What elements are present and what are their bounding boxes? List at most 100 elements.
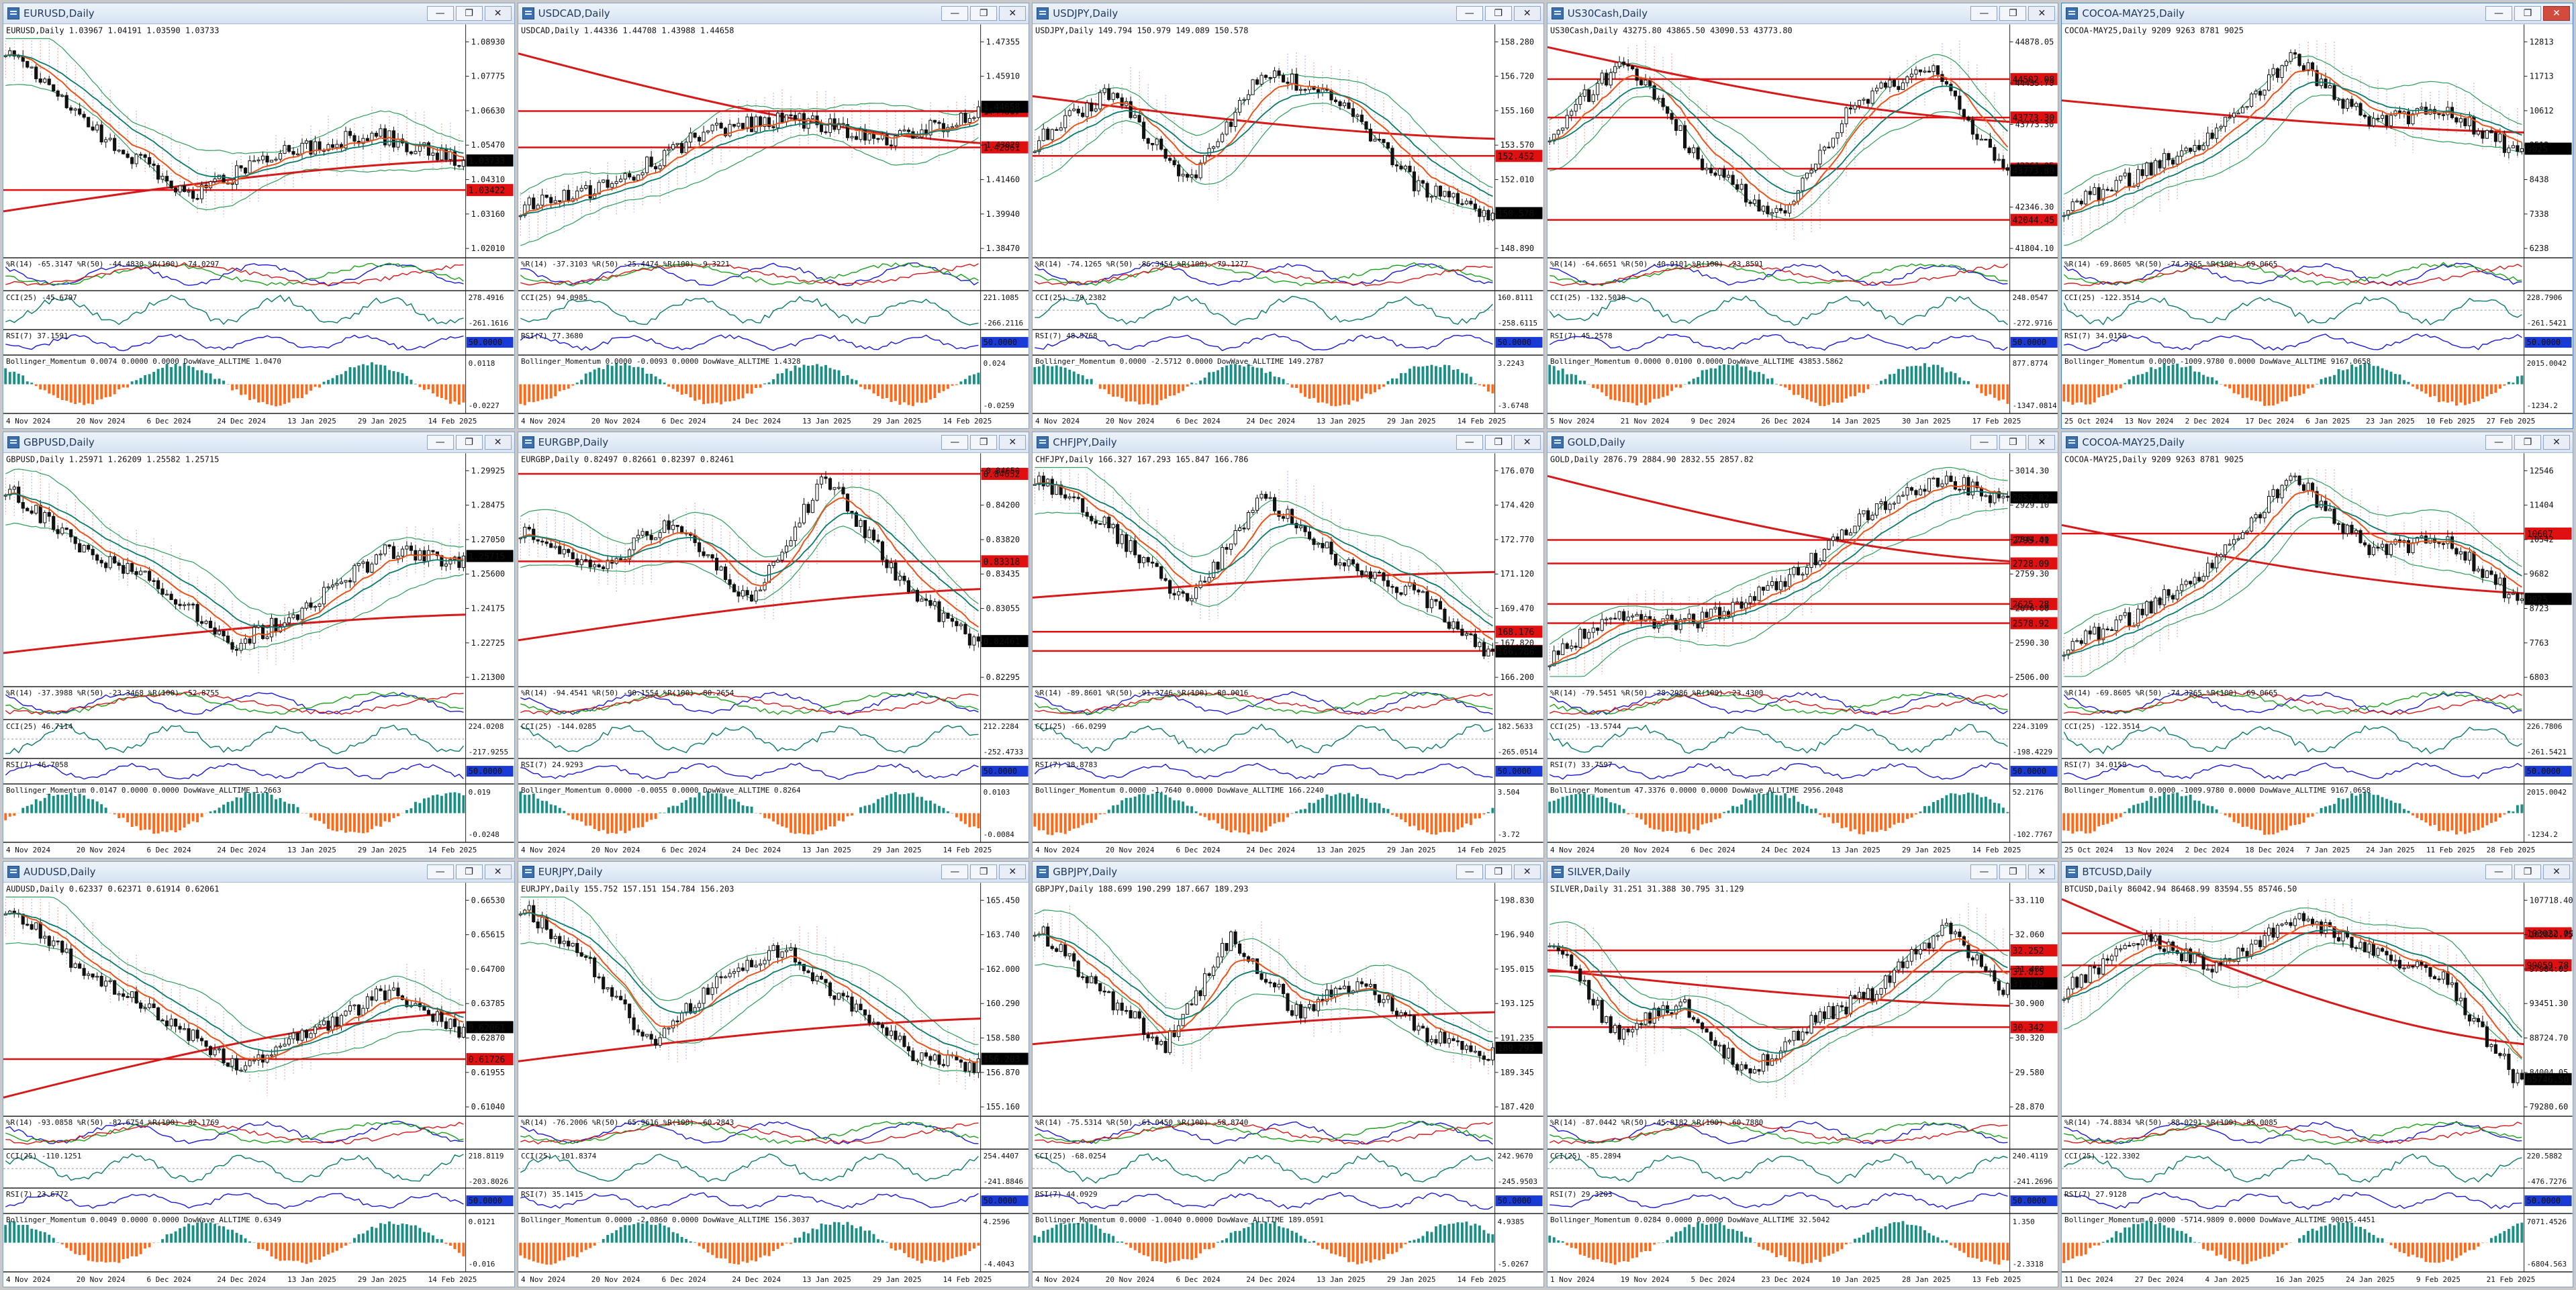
close-button[interactable]: ✕ (484, 6, 512, 21)
minimize-button[interactable]: — (1456, 6, 1483, 21)
price-tick-label: 1.28475 (471, 501, 506, 510)
chart-body[interactable]: 44502.0843773.3043013.6542044.45US30Cash… (1547, 24, 2058, 428)
chart-canvas[interactable]: 168.176166.996CHFJPY,Daily 166.327 167.2… (1033, 453, 1543, 857)
chart-body[interactable]: COCOA-MAY25,Daily 9209 9263 8781 9025 128… (2062, 24, 2573, 428)
close-button[interactable]: ✕ (484, 435, 512, 450)
minimize-button[interactable]: — (941, 6, 969, 21)
minimize-button[interactable]: — (1970, 435, 1998, 450)
chart-titlebar[interactable]: GBPUSD,Daily — ❐ ✕ (3, 432, 514, 454)
chart-titlebar[interactable]: EURUSD,Daily — ❐ ✕ (3, 3, 514, 24)
chart-titlebar[interactable]: COCOA-MAY25,Daily — ❐ ✕ (2062, 3, 2573, 24)
minimize-button[interactable]: — (426, 435, 454, 450)
momentum-bar (2172, 793, 2175, 813)
chart-canvas[interactable]: COCOA-MAY25,Daily 9209 9263 8781 9025128… (2062, 24, 2573, 428)
chart-window[interactable]: GOLD,Daily — ❐ ✕ 2795.41 2728.09 2625.28 2578.9… (1546, 432, 2059, 858)
minimize-button[interactable]: — (1970, 6, 1998, 21)
chart-titlebar[interactable]: GOLD,Daily — ❐ ✕ (1547, 432, 2058, 454)
rsi-label: RSI(7) 37.1591 (6, 332, 68, 340)
chart-window[interactable]: EURJPY,Daily — ❐ ✕ EURJPY,Daily 155.752 157.… (517, 860, 1030, 1287)
chart-window[interactable]: EURUSD,Daily — ❐ ✕ 1.03422 EURUSD,Daily 1.039… (3, 3, 515, 430)
restore-button[interactable]: ❐ (970, 435, 998, 450)
restore-button[interactable]: ❐ (970, 864, 998, 879)
candle-body (2075, 201, 2079, 203)
minimize-button[interactable]: — (2485, 435, 2512, 450)
restore-button[interactable]: ❐ (455, 435, 483, 450)
momentum-bar (1055, 813, 1058, 833)
chart-window[interactable]: GBPUSD,Daily — ❐ ✕ GBPUSD,Daily 1.25971 1.26… (3, 432, 515, 858)
momentum-bar (1470, 377, 1473, 385)
close-button[interactable]: ✕ (484, 864, 512, 879)
minimize-button[interactable]: — (941, 435, 969, 450)
chart-body[interactable]: 168.176166.996CHFJPY,Daily 166.327 167.2… (1033, 453, 1543, 857)
chart-body[interactable]: EURJPY,Daily 155.752 157.151 154.784 156… (518, 882, 1029, 1287)
restore-button[interactable]: ❐ (1484, 435, 1512, 450)
momentum-bar (675, 384, 679, 392)
chart-window[interactable]: US30Cash,Daily—❐✕44502.0843773.3043013.6… (1546, 3, 2059, 430)
close-button[interactable]: ✕ (999, 6, 1027, 21)
restore-button[interactable]: ❐ (970, 6, 998, 21)
chart-titlebar[interactable]: EURGBP,Daily — ❐ ✕ (518, 432, 1029, 454)
chart-body[interactable]: GBPUSD,Daily 1.25971 1.26209 1.25582 1.2… (3, 453, 514, 857)
momentum-bar (87, 799, 90, 813)
minimize-button[interactable]: — (941, 864, 969, 879)
candle-body (1853, 105, 1857, 110)
close-button[interactable]: ✕ (1513, 435, 1541, 450)
chart-body[interactable]: 0.61726 AUDUSD,Daily 0.62337 0.62371 0.61… (3, 882, 514, 1287)
close-button[interactable]: ✕ (2542, 6, 2570, 21)
current-price-text: 43773.80 (2012, 166, 2054, 177)
chart-window[interactable]: AUDUSD,Daily — ❐ ✕ 0.61726 AUDUSD,Daily 0.623… (3, 860, 515, 1287)
close-button[interactable]: ✕ (2542, 435, 2570, 450)
chart-canvas[interactable]: GBPUSD,Daily 1.25971 1.26209 1.25582 1.2… (3, 453, 514, 857)
close-button[interactable]: ✕ (2028, 6, 2056, 21)
close-button[interactable]: ✕ (999, 435, 1027, 450)
minimize-button[interactable]: — (426, 864, 454, 879)
chart-titlebar[interactable]: USDCAD,Daily — ❐ ✕ (518, 3, 1029, 24)
chart-window[interactable]: COCOA-MAY25,Daily — ❐ ✕ 10607 COCOA-MAY25,Dai… (2061, 432, 2573, 858)
chart-titlebar[interactable]: US30Cash,Daily — ❐ ✕ (1547, 3, 2058, 24)
chart-titlebar[interactable]: USDJPY,Daily — ❐ ✕ (1033, 3, 1543, 24)
chart-window[interactable]: USDCAD,Daily—❐✕1.448671.42861USDCAD,Dail… (517, 3, 1030, 430)
chart-canvas[interactable]: EURJPY,Daily 155.752 157.151 154.784 156… (518, 882, 1029, 1287)
chart-body[interactable]: 0.84652 0.83318 EURGBP,Daily 0.82497 0.826… (518, 453, 1029, 857)
minimize-button[interactable]: — (426, 6, 454, 21)
close-button[interactable]: ✕ (999, 864, 1027, 879)
close-button[interactable]: ✕ (2028, 435, 2056, 450)
momentum-bar (2420, 384, 2424, 392)
momentum-bar (610, 366, 614, 385)
chart-body[interactable]: 10607 COCOA-MAY25,Daily 9209 9263 8781 90… (2062, 453, 2573, 857)
close-button[interactable]: ✕ (1513, 6, 1541, 21)
chart-titlebar[interactable]: CHFJPY,Daily — ❐ ✕ (1033, 432, 1543, 454)
chart-body[interactable]: 1.03422 EURUSD,Daily 1.03967 1.04191 1.03… (3, 24, 514, 428)
restore-button[interactable]: ❐ (455, 864, 483, 879)
restore-button[interactable]: ❐ (455, 6, 483, 21)
restore-button[interactable]: ❐ (1484, 6, 1512, 21)
chart-titlebar[interactable]: COCOA-MAY25,Daily — ❐ ✕ (2062, 432, 2573, 454)
chart-body[interactable]: 152.452 USDJPY,Daily 149.794 150.979 149.… (1033, 24, 1543, 428)
chart-titlebar[interactable]: AUDUSD,Daily — ❐ ✕ (3, 861, 514, 883)
chart-window[interactable]: USDJPY,Daily — ❐ ✕ 152.452 USDJPY,Daily 149.7… (1032, 3, 1544, 430)
minimize-button[interactable]: — (1456, 435, 1483, 450)
chart-body[interactable]: 2795.41 2728.09 2625.28 2578.92 GOLD,Daily 2… (1547, 453, 2058, 857)
candle-body (278, 153, 283, 160)
chart-titlebar[interactable]: EURJPY,Daily — ❐ ✕ (518, 861, 1029, 883)
restore-button[interactable]: ❐ (2514, 435, 2541, 450)
restore-button[interactable]: ❐ (1999, 435, 2027, 450)
minimize-button[interactable]: — (2485, 6, 2512, 21)
restore-button[interactable]: ❐ (2514, 6, 2541, 21)
momentum-bar (798, 813, 801, 834)
chart-window[interactable]: COCOA-MAY25,Daily — ❐ ✕ COCOA-MAY25,Daily 92… (2061, 3, 2573, 430)
chart-canvas[interactable]: 44502.0843773.3043013.6542044.45US30Cash… (1547, 24, 2058, 428)
chart-window[interactable]: EURGBP,Daily — ❐ ✕ 0.84652 0.83318 EURGBP,Dail… (517, 432, 1030, 858)
candle-body (706, 130, 710, 133)
candle-body (2128, 612, 2132, 627)
chart-window[interactable]: CHFJPY,Daily—❐✕168.176166.996CHFJPY,Dail… (1032, 432, 1544, 858)
restore-button[interactable]: ❐ (1999, 6, 2027, 21)
